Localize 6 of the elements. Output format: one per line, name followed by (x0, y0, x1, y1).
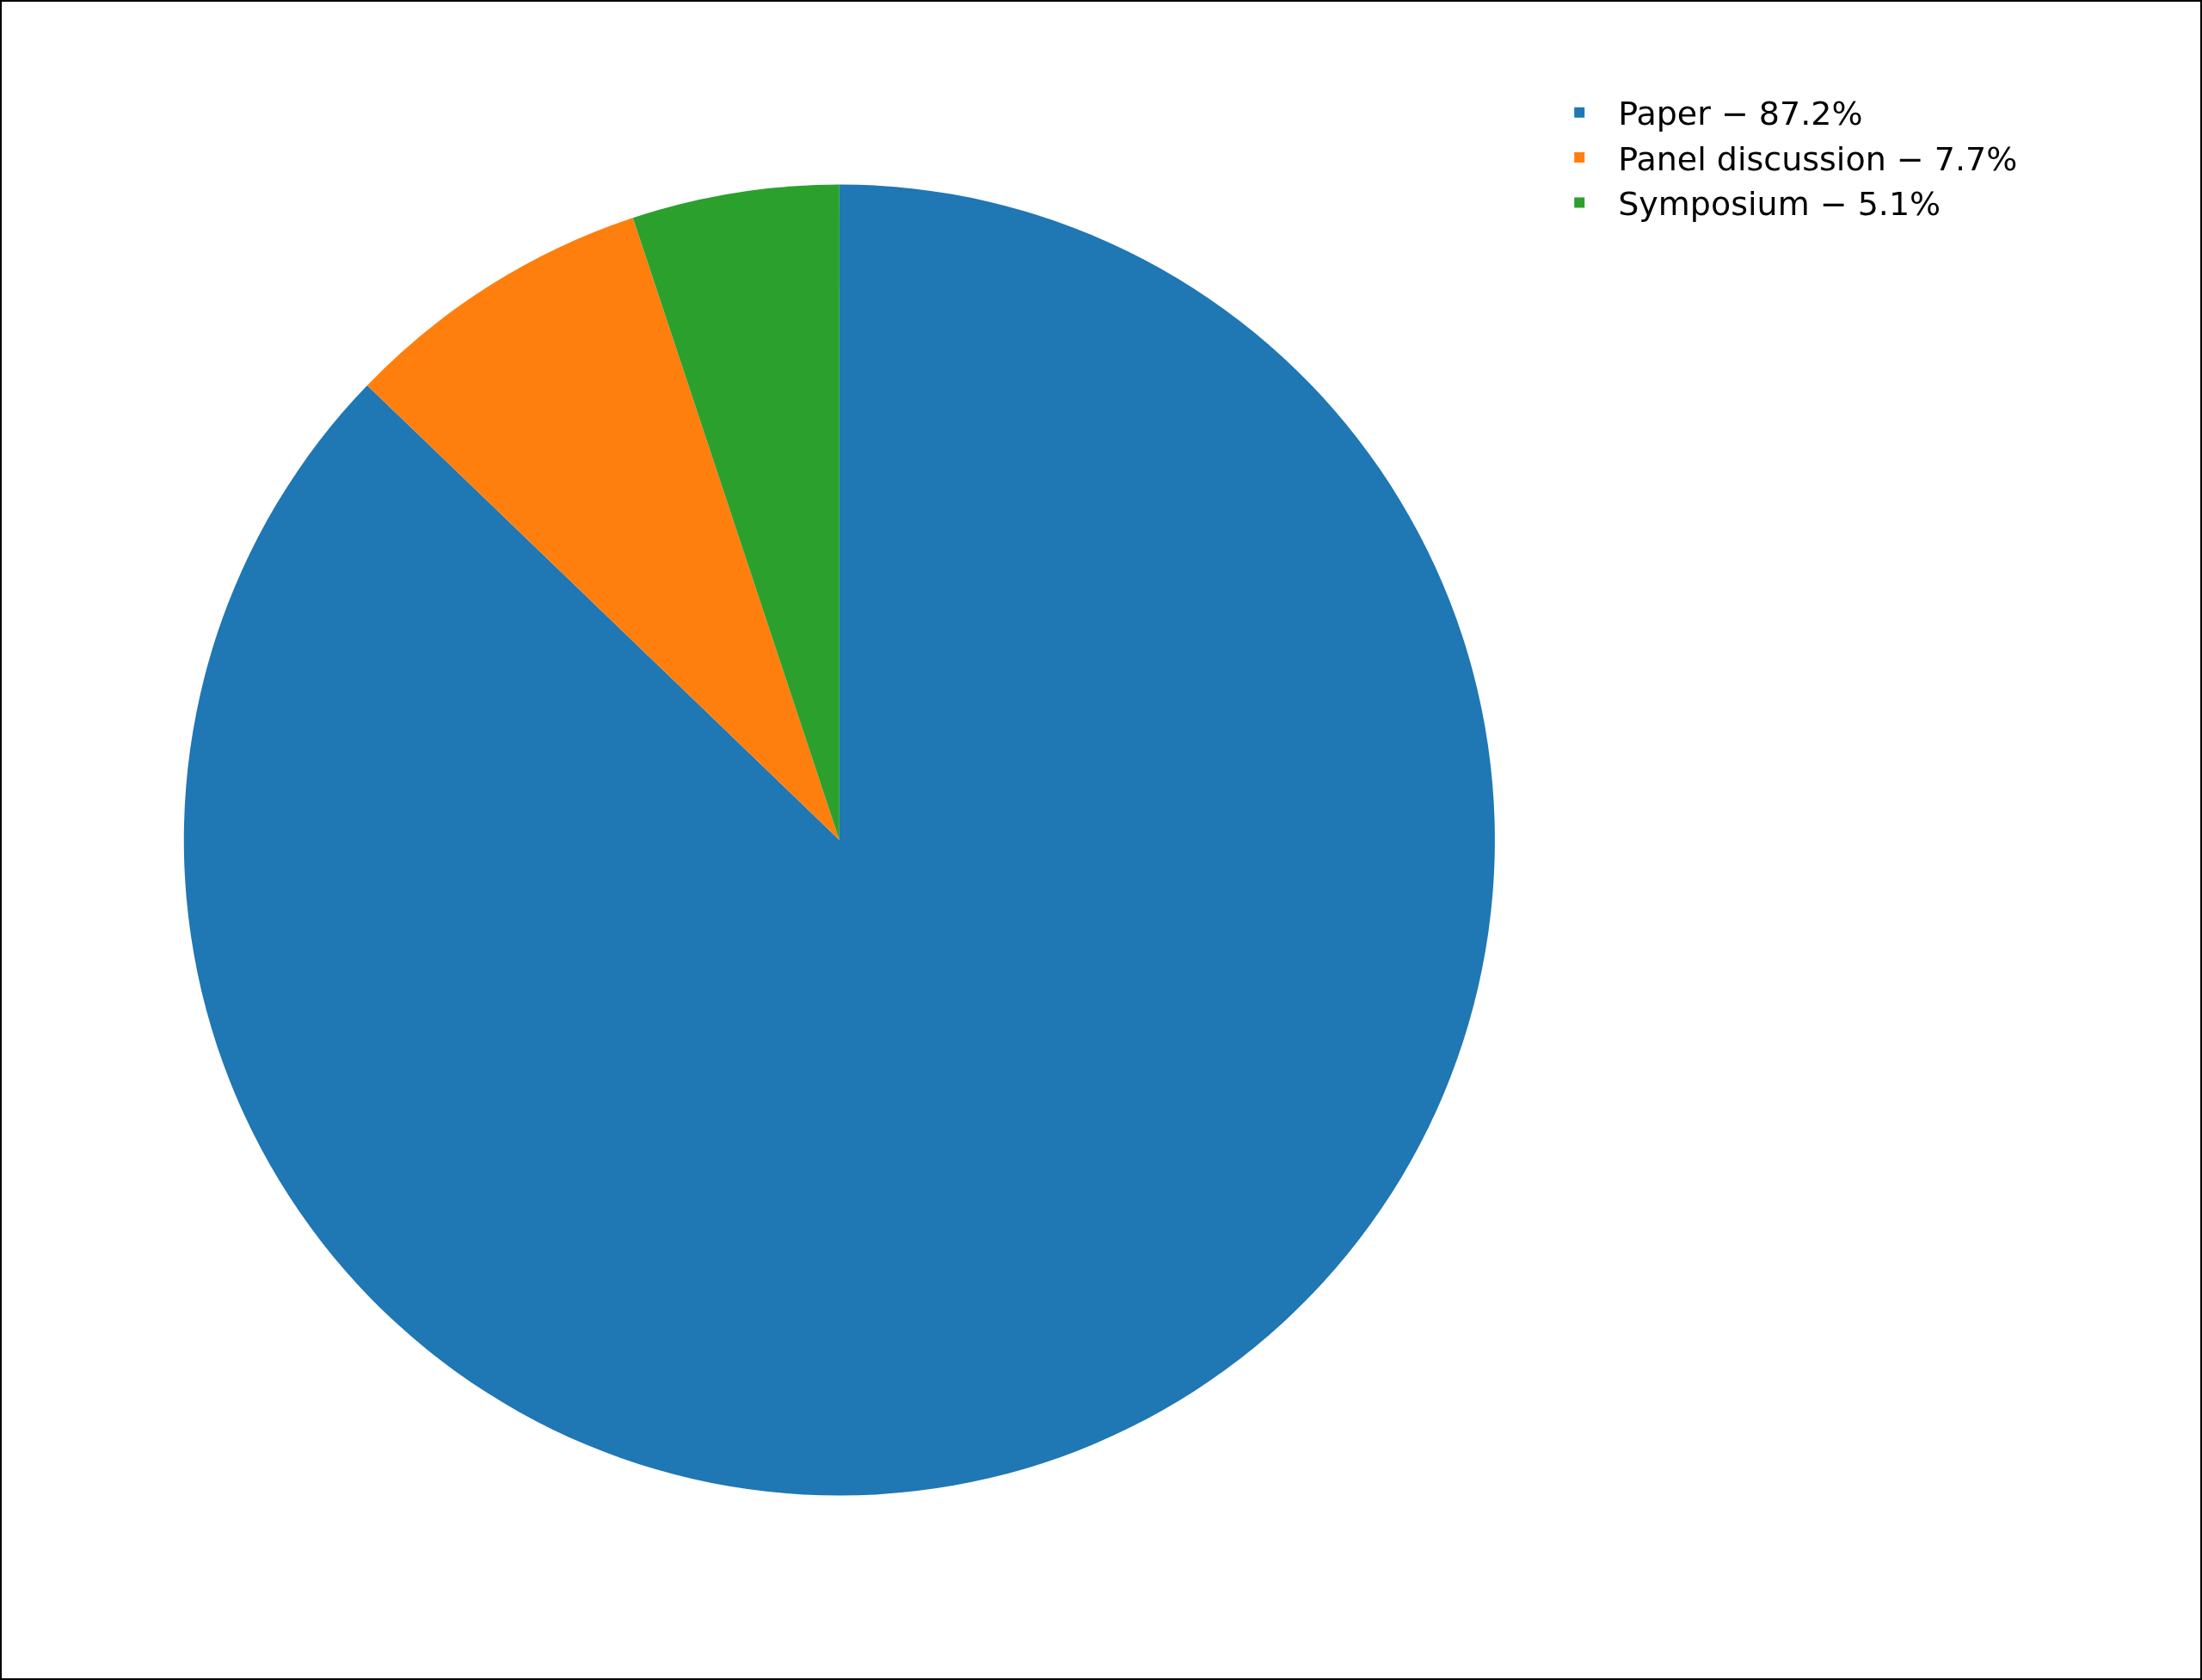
legend-label: Paper − 87.2% (1618, 95, 1863, 133)
legend-label: Panel discussion − 7.7% (1618, 139, 2018, 178)
legend-label: Symposium − 5.1% (1618, 185, 1941, 224)
pie-slice (183, 184, 1495, 1495)
pie-slice (366, 218, 840, 840)
pie-slice (632, 184, 840, 840)
